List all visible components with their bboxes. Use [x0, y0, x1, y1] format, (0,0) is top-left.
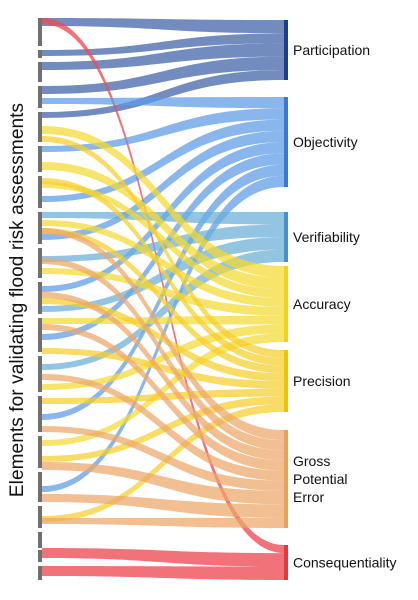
flow-link-gross — [42, 494, 284, 518]
source-node — [38, 550, 42, 562]
target-label-objectivity: Objectivity — [293, 134, 358, 150]
source-node — [38, 212, 42, 244]
flow-link-gross — [42, 517, 284, 528]
flow-link-objectivity — [42, 130, 284, 240]
target-label-gross: Gross Potential Error — [293, 453, 347, 505]
target-node-participation — [284, 20, 288, 80]
flow-link-gross — [42, 374, 284, 481]
flow-link-verifiability — [42, 249, 284, 370]
flow-link-gross — [42, 426, 284, 491]
target-label-accuracy: Accuracy — [293, 296, 351, 312]
source-node — [38, 86, 42, 108]
flow-link-objectivity — [42, 108, 284, 152]
flow-link-verifiability — [42, 212, 284, 225]
flow-link-accuracy — [42, 268, 284, 316]
source-node — [38, 436, 42, 468]
flow-link-accuracy — [42, 333, 284, 446]
flow-link-objectivity — [42, 119, 284, 202]
target-node-verifiability — [284, 212, 288, 262]
target-label-participation: Participation — [293, 42, 370, 58]
source-node — [38, 248, 42, 278]
flow-link-participation — [42, 18, 284, 34]
flow-link-participation — [42, 56, 284, 94]
flow-link-gross — [42, 292, 284, 461]
flow-link-consequentiality — [42, 548, 284, 567]
target-node-objectivity — [284, 97, 288, 187]
flow-link-precision — [42, 136, 284, 358]
source-nodes — [38, 18, 42, 580]
source-node — [38, 472, 42, 502]
source-node — [38, 566, 42, 580]
source-node — [38, 176, 42, 208]
flow-link-consequentiality — [42, 18, 284, 554]
flow-link-accuracy — [42, 220, 284, 307]
target-label-consequentiality: Consequentiality — [293, 555, 397, 571]
target-node-precision — [284, 350, 288, 412]
flow-link-gross — [42, 228, 284, 441]
flow-link-participation — [42, 43, 284, 70]
target-label-precision: Precision — [293, 373, 351, 389]
source-node — [38, 506, 42, 528]
target-node-consequentiality — [284, 545, 288, 580]
source-node — [38, 356, 42, 392]
source-node — [38, 18, 42, 46]
flow-link-participation — [42, 33, 284, 56]
flow-link-accuracy — [42, 315, 284, 325]
flow-link-participation — [42, 70, 284, 118]
source-node — [38, 282, 42, 314]
flow-link-precision — [42, 228, 284, 374]
source-node — [38, 532, 42, 548]
source-node — [38, 50, 42, 58]
flow-link-precision — [42, 178, 284, 366]
flow-link-precision — [42, 404, 284, 522]
flow-link-gross — [42, 258, 284, 451]
source-node — [38, 318, 42, 352]
target-node-gross — [284, 430, 288, 528]
flow-link-gross — [42, 462, 284, 505]
flow-link-accuracy — [42, 162, 284, 290]
flow-link-accuracy — [42, 126, 284, 278]
flow-link-accuracy — [42, 182, 284, 299]
flow-link-objectivity — [42, 97, 284, 109]
target-label-verifiability: Verifiability — [293, 229, 360, 245]
source-node — [38, 62, 42, 82]
flow-links — [42, 18, 284, 580]
flow-link-gross — [42, 324, 284, 471]
source-node — [38, 396, 42, 432]
flow-link-precision — [42, 348, 284, 389]
target-node-accuracy — [284, 266, 288, 342]
source-node — [38, 112, 42, 142]
flow-link-consequentiality — [42, 566, 284, 580]
flow-link-precision — [42, 298, 284, 381]
flow-link-accuracy — [42, 324, 284, 390]
target-nodes: Participation Objectivity Verifiability Acc… — [284, 20, 397, 580]
source-node — [38, 146, 42, 172]
